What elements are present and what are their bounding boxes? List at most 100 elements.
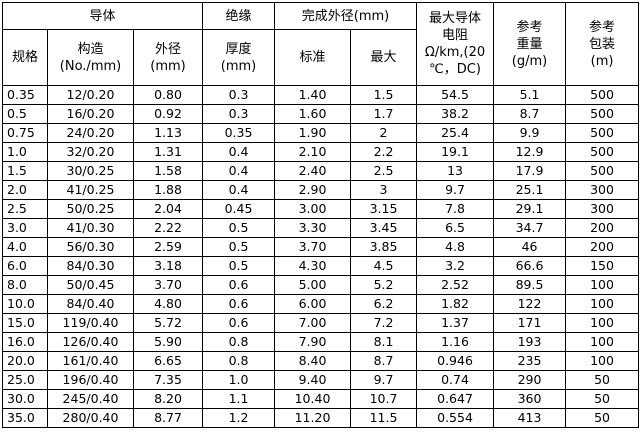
- header-cell: 导体: [1, 2, 204, 30]
- header-line: 电阻: [442, 28, 469, 43]
- table-cell: 500: [565, 142, 640, 162]
- table-cell: 1.31: [132, 142, 204, 162]
- table-cell: 9.7: [416, 180, 495, 200]
- table-cell: 17.9: [493, 161, 567, 181]
- header-line: Ω/km,(20: [424, 45, 486, 60]
- table-cell: 8.7: [493, 104, 567, 124]
- table-cell: 6.00: [274, 294, 352, 314]
- table-cell: 161/0.40: [47, 351, 134, 371]
- table-cell: 46: [493, 237, 567, 257]
- table-cell: 3.70: [274, 237, 352, 257]
- table-cell: 300: [565, 199, 640, 219]
- table-cell: 1.5: [2, 161, 48, 181]
- table-cell: 150: [565, 256, 640, 276]
- table-cell: 1.90: [274, 123, 352, 143]
- table-cell: 10.0: [2, 294, 48, 314]
- table-cell: 7.2: [350, 313, 418, 333]
- table-cell: 100: [565, 332, 640, 352]
- table-cell: 25.0: [2, 370, 48, 390]
- table-cell: 9.40: [274, 370, 352, 390]
- table-row: 2.0 41/0.25 1.88 0.4 2.90 3 9.7 25.1 300: [2, 180, 640, 200]
- header-cell: 厚度 (mm): [202, 29, 276, 86]
- table-cell: 500: [565, 104, 640, 124]
- header-line: 最大导体: [429, 11, 482, 26]
- header-row: 导体 绝缘 完成外径(mm) 最大导体 电阻 Ω/km,(20 ℃，DC) 参考 重量(…: [1, 2, 640, 86]
- table-cell: 8.1: [350, 332, 418, 352]
- table-cell: 280/0.40: [47, 408, 134, 428]
- table-cell: 5.90: [132, 332, 204, 352]
- table-cell: 0.6: [202, 294, 276, 314]
- table-cell: 2.5: [2, 199, 48, 219]
- header-line: 外径: [155, 41, 182, 57]
- spec-table: 导体 绝缘 完成外径(mm) 最大导体 电阻 Ω/km,(20 ℃，DC) 参考 重量(…: [1, 2, 640, 428]
- table-cell: 50/0.45: [47, 275, 134, 295]
- table-row: 3.0 41/0.30 2.22 0.5 3.30 3.45 6.5 34.7 200: [2, 218, 640, 238]
- table-cell: 41/0.25: [47, 180, 134, 200]
- table-cell: 10.40: [274, 389, 352, 409]
- table-cell: 193: [493, 332, 567, 352]
- table-cell: 2.90: [274, 180, 352, 200]
- table-cell: 1.7: [350, 104, 418, 124]
- table-cell: 1.13: [132, 123, 204, 143]
- table-cell: 3.00: [274, 199, 352, 219]
- table-row: 2.5 50/0.25 2.04 0.45 3.00 3.15 7.8 29.1 300: [2, 199, 640, 219]
- header-row: 规格 构造 (No./mm) 外径 (mm) 厚度 (mm) 标准 最大: [2, 29, 639, 86]
- table-cell: 38.2: [416, 104, 495, 124]
- table-cell: 84/0.30: [47, 256, 134, 276]
- table-cell: 235: [493, 351, 567, 371]
- table-cell: 32/0.20: [47, 142, 134, 162]
- header-cell: 标准: [274, 29, 352, 86]
- table-cell: 7.8: [416, 199, 495, 219]
- header-cell: 完成外径(mm): [274, 2, 418, 30]
- table-cell: 0.5: [202, 237, 276, 257]
- table-cell: 0.3: [202, 85, 276, 105]
- table-cell: 10.7: [350, 389, 418, 409]
- table-cell: 1.16: [416, 332, 495, 352]
- table-cell: 6.5: [416, 218, 495, 238]
- table-cell: 300: [565, 180, 640, 200]
- table-cell: 12.9: [493, 142, 567, 162]
- table-cell: 0.8: [202, 332, 276, 352]
- header-cell: 构造 (No./mm): [47, 29, 134, 86]
- table-cell: 4.5: [350, 256, 418, 276]
- table-cell: 50/0.25: [47, 199, 134, 219]
- table-row: 20.0 161/0.40 6.65 0.8 8.40 8.7 0.946 235 100: [2, 351, 640, 371]
- header-line: 参考: [516, 19, 543, 35]
- table-cell: 5.00: [274, 275, 352, 295]
- table-cell: 122: [493, 294, 567, 314]
- table-cell: 0.4: [202, 142, 276, 162]
- table-cell: 25.4: [416, 123, 495, 143]
- table-cell: 50: [565, 389, 640, 409]
- table-cell: 245/0.40: [47, 389, 134, 409]
- table-cell: 0.35: [2, 85, 48, 105]
- table-cell: 3.2: [416, 256, 495, 276]
- table-cell: 4.0: [2, 237, 48, 257]
- table-cell: 0.3: [202, 104, 276, 124]
- table-cell: 0.4: [202, 180, 276, 200]
- table-cell: 50: [565, 370, 640, 390]
- table-cell: 84/0.40: [47, 294, 134, 314]
- table-row: 1.5 30/0.25 1.58 0.4 2.40 2.5 13 17.9 500: [2, 161, 640, 181]
- header-line: 参考: [589, 19, 616, 35]
- table-cell: 8.20: [132, 389, 204, 409]
- table-cell: 12/0.20: [47, 85, 134, 105]
- table-cell: 0.75: [2, 123, 48, 143]
- table-cell: 7.90: [274, 332, 352, 352]
- table-cell: 100: [565, 294, 640, 314]
- header-cell: 规格: [2, 29, 48, 86]
- table-cell: 8.40: [274, 351, 352, 371]
- table-row: 10.0 84/0.40 4.80 0.6 6.00 6.2 1.82 122 100: [2, 294, 640, 314]
- header-line: 厚度: [225, 41, 252, 57]
- header-line: 包装: [589, 36, 616, 52]
- table-cell: 2.52: [416, 275, 495, 295]
- table-cell: 54.5: [416, 85, 495, 105]
- table-cell: 0.5: [202, 256, 276, 276]
- table-cell: 11.5: [350, 408, 418, 428]
- header-line: 构造: [77, 41, 104, 57]
- table-cell: 4.30: [274, 256, 352, 276]
- header-cell: 参考 包装 (m): [565, 2, 640, 86]
- table-row: 15.0 119/0.40 5.72 0.6 7.00 7.2 1.37 171 100: [2, 313, 640, 333]
- table-cell: 34.7: [493, 218, 567, 238]
- table-cell: 126/0.40: [47, 332, 134, 352]
- table-cell: 5.1: [493, 85, 567, 105]
